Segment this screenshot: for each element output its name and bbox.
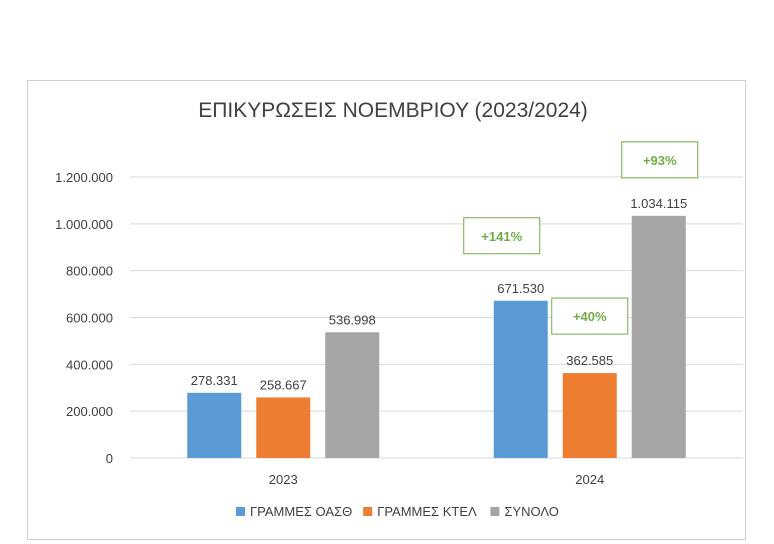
y-tick-label: 1.000.000	[55, 217, 113, 232]
legend-swatch	[236, 507, 245, 516]
annotation-box	[463, 217, 541, 255]
legend-item: ΣΥΝΟΛΟ	[490, 504, 559, 519]
bar	[493, 300, 548, 458]
legend-label: ΓΡΑΜΜΕΣ ΟΑΣΘ	[250, 504, 352, 519]
data-label: 1.034.115	[630, 196, 687, 211]
x-tick-label: 2023	[269, 472, 298, 487]
bar	[325, 332, 380, 458]
legend-swatch	[490, 507, 500, 516]
bar-chart: ΕΠΙΚΥΡΩΣΕΙΣ ΝΟΕΜΒΡΙΟΥ (2023/2024) 0 200.0…	[55, 99, 743, 519]
legend-item: ΓΡΑΜΜΕΣ ΚΤΕΛ	[363, 504, 477, 519]
data-label: 671.530	[497, 281, 544, 296]
bar	[256, 397, 311, 458]
legend-label: ΓΡΑΜΜΕΣ ΚΤΕΛ	[377, 504, 477, 519]
y-tick-label: 200.000	[66, 404, 113, 419]
legend-swatch	[363, 507, 373, 516]
chart-title: ΕΠΙΚΥΡΩΣΕΙΣ ΝΟΕΜΒΡΙΟΥ (2023/2024)	[198, 99, 588, 122]
y-tick-label: 1.200.000	[55, 170, 113, 185]
bar	[631, 215, 686, 458]
chart-frame: ΕΠΙΚΥΡΩΣΕΙΣ ΝΟΕΜΒΡΙΟΥ (2023/2024) 0 200.0…	[27, 80, 746, 540]
annotation-box	[551, 297, 629, 335]
growth-annotation: +93%	[621, 141, 699, 179]
annotation-label: +93%	[643, 153, 677, 168]
growth-annotation: +40%	[551, 297, 629, 335]
y-tick-label: 800.000	[66, 264, 113, 279]
x-tick-label: 2024	[575, 472, 604, 487]
data-label: 278.331	[191, 373, 238, 388]
annotation-label: +40%	[573, 309, 607, 324]
growth-annotation: +141%	[463, 217, 541, 255]
legend-label: ΣΥΝΟΛΟ	[504, 504, 559, 519]
data-label: 258.667	[260, 377, 307, 392]
bar	[562, 373, 617, 458]
y-tick-label: 0	[106, 451, 113, 466]
data-label: 536.998	[329, 312, 376, 327]
bar	[187, 392, 242, 458]
y-tick-label: 600.000	[66, 311, 113, 326]
y-tick-label: 400.000	[66, 357, 113, 372]
data-label: 362.585	[566, 353, 613, 368]
annotation-label: +141%	[481, 229, 522, 244]
legend-item: ΓΡΑΜΜΕΣ ΟΑΣΘ	[236, 504, 352, 519]
annotation-box	[621, 141, 699, 179]
